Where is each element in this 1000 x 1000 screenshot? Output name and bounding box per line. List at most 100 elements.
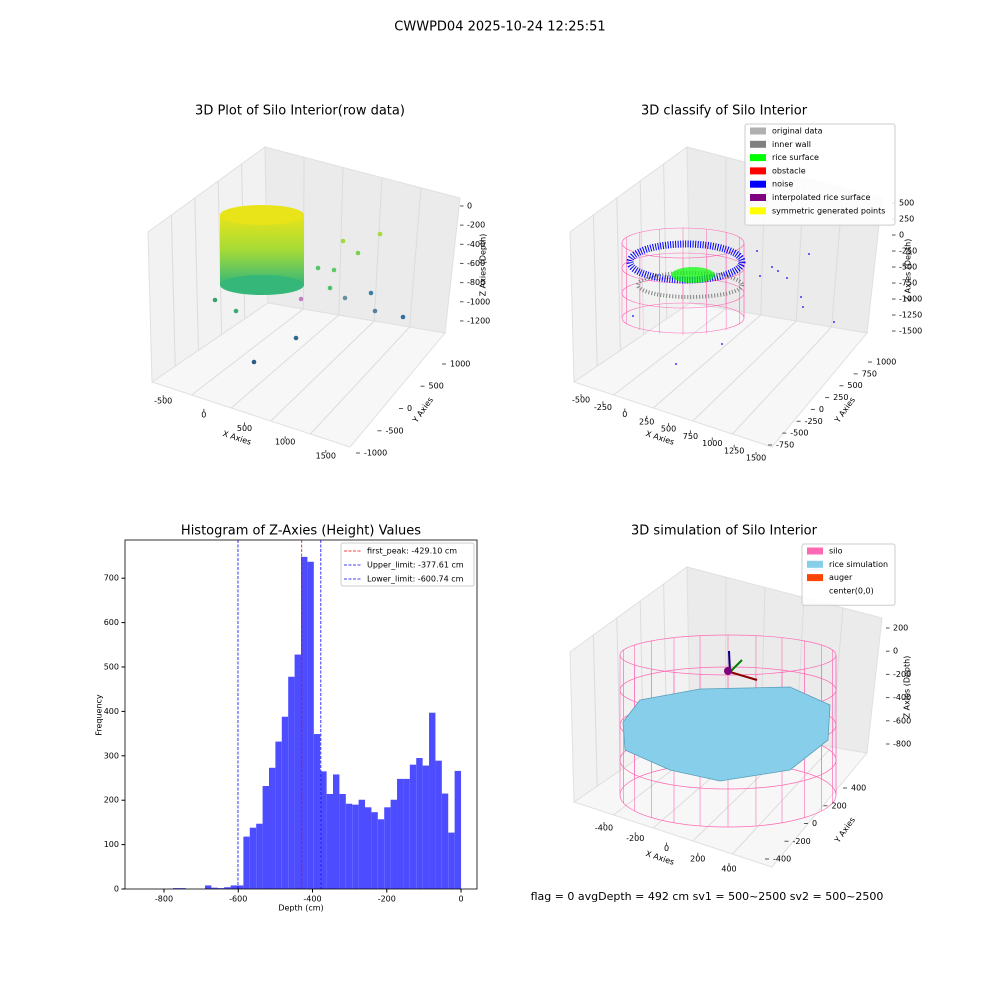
bar [454,770,462,889]
bar [435,760,442,889]
y-tick-label: 200 [832,801,847,810]
pane [150,302,446,448]
legend-label: noise [772,180,793,189]
x-tick-label: -800 [155,895,173,904]
pane-line [592,634,598,787]
z-tick-label: -1200 [467,316,490,325]
x-tick-label: 250 [639,417,654,426]
x-tick-label: -200 [378,895,396,904]
legend-label: symmetric generated points [772,206,885,215]
bar [371,812,378,889]
y-tick-label: 0 [812,819,817,828]
z-axis-label: Z Axies (Depth) [479,234,488,297]
y-tick-label: 500 [104,662,119,671]
auger [729,659,743,673]
x-tick-label: 500 [661,425,676,434]
bar [397,778,404,889]
bar [339,793,346,889]
pane-line [409,187,422,328]
z-tick-label: 500 [899,199,914,208]
x-tick-label: 0 [458,895,463,904]
legend-label: Lower_limit: -600.74 cm [367,575,464,584]
legend-label: inner wall [772,140,811,149]
bar [403,778,410,889]
pane-line [191,308,304,396]
legend-box [340,542,475,587]
y-tick-label: 500 [847,381,862,390]
legend-swatch [807,574,823,582]
z-tick-label: -600 [467,259,485,268]
y-tick-label: 300 [104,751,119,760]
scatter-point [675,363,677,365]
bar [275,741,282,889]
x-tick-label: -600 [229,895,247,904]
y-tick-label: 0 [114,885,119,894]
x-tick-label: 500 [237,424,252,433]
z-tick-label: -1250 [899,311,922,320]
z-tick-label: -200 [893,670,911,679]
y-axis-label: Y Axies [410,396,435,426]
bar [230,885,237,889]
x-tick-label: 1500 [316,451,336,460]
wireframe [621,227,745,259]
z-tick-label: -1000 [899,295,922,304]
legend-label: rice simulation [829,560,888,569]
bar [352,804,359,889]
point-cloud [220,275,304,295]
scatter-point [298,296,304,302]
scatter-point [327,285,333,291]
x-tick-label: -400 [303,895,321,904]
bar [294,654,301,889]
y-tick-label: 200 [104,796,119,805]
legend-swatch [807,547,823,555]
legend-label: obstacle [772,166,806,175]
bar [333,774,340,889]
x-axis-label: Depth (cm) [278,904,323,913]
z-tick-label: -1000 [467,297,490,306]
legend-label: auger [829,573,853,582]
pane-line [639,180,645,335]
y-tick-label: 250 [833,393,848,402]
chart-title: Histogram of Z-Axies (Height) Values [181,524,421,539]
pane-line [592,214,598,367]
legend-label: silo [829,547,843,556]
legend-label: center(0,0) [829,586,874,595]
point-cloud [220,205,304,225]
bar [409,764,417,889]
y-tick-label: -750 [776,440,794,449]
bar [288,676,295,889]
scatter-point [721,343,723,345]
y-tick-label: -400 [773,855,791,864]
x-tick-label: 1500 [746,454,766,463]
bar [326,793,334,889]
scatter-point [251,359,257,365]
y-tick-label: 750 [862,369,877,378]
x-tick-label: -200 [626,834,644,843]
pane-line [310,326,410,435]
z-tick-label: -800 [467,278,485,287]
scatter-point [802,306,804,308]
z-tick-label: -250 [899,247,917,256]
plot-frame [124,539,478,890]
scatter-point [315,265,321,271]
auger [729,671,758,681]
scatter-point [212,297,218,303]
legend-label: original data [772,127,823,136]
pane-line [831,607,844,748]
bar [281,716,289,889]
bar [365,807,372,889]
legend-swatch [750,194,766,201]
bar [211,887,218,889]
scatter-point [632,315,634,317]
bar [262,785,269,889]
pane-line [652,314,762,409]
bar [358,799,366,889]
y-tick-label: -250 [805,417,823,426]
bar [256,823,263,889]
bar [236,885,244,889]
z-tick-label: -600 [893,716,911,725]
bar [390,799,398,889]
x-tick-label: -400 [595,824,613,833]
point-cloud [220,215,304,285]
scatter-point [833,321,835,323]
